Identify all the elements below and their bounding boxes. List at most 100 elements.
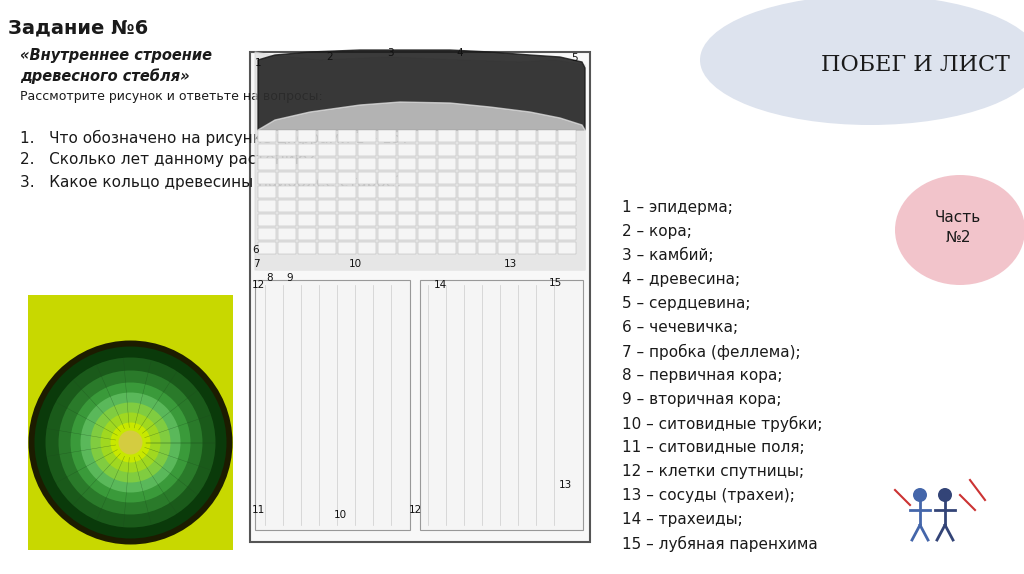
Bar xyxy=(398,200,416,212)
Bar xyxy=(458,186,476,198)
Bar xyxy=(278,228,296,240)
Text: 8: 8 xyxy=(266,273,273,283)
Bar xyxy=(338,214,356,226)
Bar xyxy=(318,172,336,184)
Bar xyxy=(258,214,276,226)
Bar xyxy=(458,158,476,170)
Text: 15 – лубяная паренхима: 15 – лубяная паренхима xyxy=(622,536,818,552)
Bar xyxy=(258,242,276,254)
Bar xyxy=(398,186,416,198)
Text: 5: 5 xyxy=(571,53,579,63)
Polygon shape xyxy=(258,50,585,130)
Bar xyxy=(438,172,456,184)
Text: 7 – пробка (феллема);: 7 – пробка (феллема); xyxy=(622,344,801,360)
Text: 1.   Что обозначено на рисунке цифрами 1 – 15?: 1. Что обозначено на рисунке цифрами 1 –… xyxy=(20,130,410,146)
Bar xyxy=(398,172,416,184)
Bar xyxy=(478,144,496,156)
Bar xyxy=(338,228,356,240)
Circle shape xyxy=(35,347,226,538)
Bar xyxy=(418,200,436,212)
Text: 15: 15 xyxy=(549,278,561,288)
Bar xyxy=(518,242,536,254)
Bar xyxy=(458,214,476,226)
Bar xyxy=(398,130,416,142)
Bar xyxy=(358,158,376,170)
Bar xyxy=(398,158,416,170)
Bar xyxy=(298,158,316,170)
Bar xyxy=(478,242,496,254)
Bar xyxy=(478,214,496,226)
Bar xyxy=(28,295,233,550)
Bar xyxy=(298,172,316,184)
Text: 2: 2 xyxy=(327,52,334,62)
Bar xyxy=(338,172,356,184)
Bar xyxy=(298,242,316,254)
Bar xyxy=(538,186,556,198)
Bar xyxy=(558,200,575,212)
Circle shape xyxy=(45,358,215,528)
Bar xyxy=(498,228,516,240)
Text: 6 – чечевичка;: 6 – чечевичка; xyxy=(622,320,738,335)
Bar xyxy=(478,158,496,170)
Bar xyxy=(338,200,356,212)
Bar xyxy=(338,158,356,170)
Bar xyxy=(278,130,296,142)
Bar xyxy=(278,186,296,198)
Text: 4: 4 xyxy=(457,48,463,58)
Bar xyxy=(298,144,316,156)
Bar xyxy=(278,214,296,226)
Bar xyxy=(538,214,556,226)
Bar xyxy=(498,172,516,184)
Bar xyxy=(338,186,356,198)
Text: 2 – кора;: 2 – кора; xyxy=(622,224,692,239)
Bar xyxy=(318,186,336,198)
Bar xyxy=(498,186,516,198)
Circle shape xyxy=(111,422,151,463)
Bar xyxy=(418,214,436,226)
Bar xyxy=(258,200,276,212)
Bar xyxy=(250,52,590,542)
Bar xyxy=(498,214,516,226)
Text: №2: №2 xyxy=(945,231,971,246)
Bar xyxy=(438,200,456,212)
Bar xyxy=(438,186,456,198)
Bar xyxy=(298,186,316,198)
Bar xyxy=(538,242,556,254)
Bar xyxy=(298,200,316,212)
Bar xyxy=(358,242,376,254)
Bar xyxy=(498,130,516,142)
Polygon shape xyxy=(258,102,585,270)
Bar xyxy=(498,200,516,212)
Bar xyxy=(278,200,296,212)
Bar xyxy=(258,186,276,198)
Text: ПОБЕГ И ЛИСТ: ПОБЕГ И ЛИСТ xyxy=(821,54,1010,76)
Text: 1 – эпидерма;: 1 – эпидерма; xyxy=(622,200,733,215)
Bar xyxy=(378,186,396,198)
Bar xyxy=(318,242,336,254)
Circle shape xyxy=(938,488,952,502)
Bar xyxy=(498,158,516,170)
Bar xyxy=(418,130,436,142)
Bar xyxy=(418,242,436,254)
Bar xyxy=(378,228,396,240)
Bar xyxy=(498,144,516,156)
Bar xyxy=(458,200,476,212)
Polygon shape xyxy=(255,52,585,270)
Text: 2.   Сколько лет данному растению?: 2. Сколько лет данному растению? xyxy=(20,152,315,167)
Text: Рассмотрите рисунок и ответьте на вопросы:: Рассмотрите рисунок и ответьте на вопрос… xyxy=(20,90,323,103)
Ellipse shape xyxy=(700,0,1024,125)
Bar xyxy=(338,144,356,156)
Bar xyxy=(258,228,276,240)
Bar xyxy=(398,144,416,156)
Bar xyxy=(458,228,476,240)
Bar xyxy=(318,144,336,156)
Text: 11: 11 xyxy=(251,505,264,515)
Text: «Внутреннее строение
древесного стебля»: «Внутреннее строение древесного стебля» xyxy=(20,48,212,84)
Bar xyxy=(420,280,583,530)
Bar xyxy=(558,158,575,170)
Circle shape xyxy=(71,382,190,502)
Bar xyxy=(438,144,456,156)
Bar xyxy=(298,130,316,142)
Text: 7: 7 xyxy=(253,259,259,269)
Text: 8 – первичная кора;: 8 – первичная кора; xyxy=(622,368,782,383)
